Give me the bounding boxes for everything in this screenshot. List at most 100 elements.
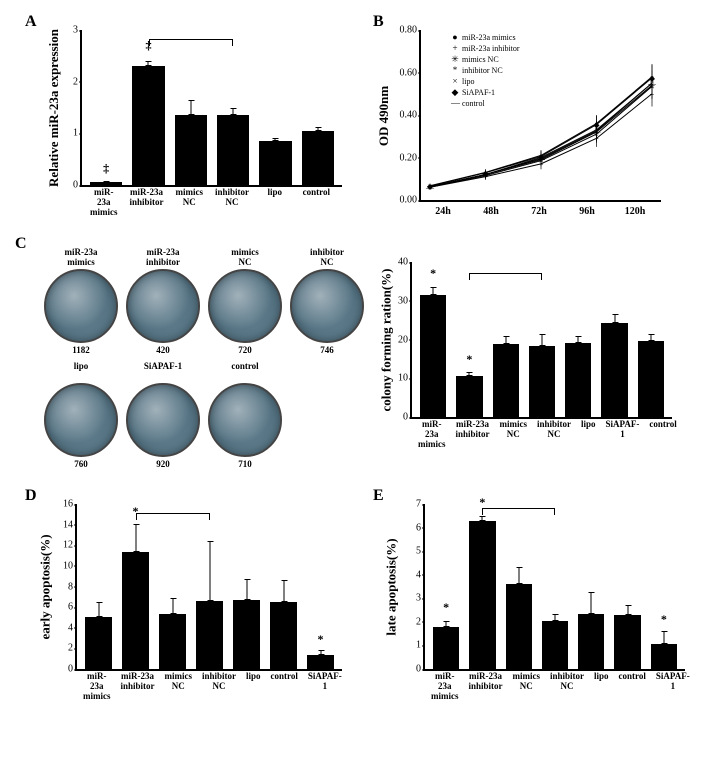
xtick: mimicsNC: [165, 671, 193, 701]
plate-label: inhibitorNC: [286, 247, 368, 267]
bar-col: [270, 602, 297, 669]
xtick: miR-23ainhibitor: [121, 671, 155, 701]
sig-mark: *: [318, 632, 324, 647]
plate-count: 1182: [40, 345, 122, 355]
ytick: 30: [398, 295, 408, 306]
ytick: 10: [63, 560, 73, 571]
bar-col: [217, 115, 249, 185]
panel-C-label: C: [15, 235, 27, 253]
bar: [578, 614, 604, 669]
sig-mark: *: [466, 352, 472, 367]
xtick: 96h: [563, 206, 611, 217]
panel-C: C miR-23amimics1182miR-23ainhibitor420mi…: [15, 237, 693, 469]
plate-item: lipo 760: [40, 361, 122, 469]
ytick: 0: [403, 412, 408, 423]
xtick: lipo: [581, 419, 596, 449]
xtick: control: [301, 187, 333, 217]
bar-col: [506, 584, 532, 669]
bar-col: [433, 627, 459, 669]
plate-image: [126, 383, 200, 457]
xtick: inhibitorNC: [550, 671, 584, 701]
ytick: 4: [68, 622, 73, 633]
bar: [469, 521, 495, 670]
ytick: 4: [416, 569, 421, 580]
row-2: C miR-23amimics1182miR-23ainhibitor420mi…: [15, 237, 693, 469]
bar-col: [529, 346, 555, 417]
ytick: 0: [416, 664, 421, 675]
bar: [175, 115, 207, 185]
plate-count: 760: [40, 459, 122, 469]
plate-count: 710: [204, 459, 286, 469]
bar: [233, 600, 260, 669]
panel-C-chart-ylabel: colony forming ration(%): [378, 269, 394, 412]
figure: A Relative miR-23a expression 0123‡‡ miR…: [15, 15, 693, 701]
panel-C-chart: 010203040**: [410, 262, 672, 419]
panel-B-ylabel: OD 490nm: [376, 86, 392, 146]
plate-count: 720: [204, 345, 286, 355]
ytick: 1: [416, 640, 421, 651]
panel-B-xticks: 24h48h72h96h120h: [419, 202, 659, 217]
xtick: SiAPAF-1: [606, 419, 640, 449]
sig-mark: *: [443, 600, 449, 615]
panel-E: E late apoptosis(%) 01234567*** miR-23am…: [373, 489, 693, 701]
panel-D-xticks: miR-23amimicsmiR-23ainhibitormimicsNCinh…: [75, 671, 340, 701]
bar: [132, 66, 164, 185]
sig-mark: *: [661, 612, 667, 627]
ytick: 3: [73, 25, 78, 36]
panel-B: B OD 490nm ●miR-23a mimics+miR-23a inhib…: [373, 15, 693, 217]
panel-A-chart: 0123‡‡: [80, 30, 342, 187]
bar: [307, 655, 334, 669]
bar: [638, 341, 664, 417]
bar-col: [307, 655, 334, 669]
ytick: 16: [63, 499, 73, 510]
panel-E-ylabel: late apoptosis(%): [384, 538, 400, 635]
xtick: 48h: [467, 206, 515, 217]
plate-label: lipo: [40, 361, 122, 381]
bar-col: [122, 552, 149, 669]
ytick: 0.80: [400, 25, 418, 36]
bar: [85, 617, 112, 669]
bar: [302, 131, 334, 185]
xtick: miR-23amimics: [83, 671, 111, 701]
xtick: miR-23ainhibitor: [469, 671, 503, 701]
row-1: A Relative miR-23a expression 0123‡‡ miR…: [15, 15, 693, 217]
ytick: 8: [68, 581, 73, 592]
ytick: 2: [73, 76, 78, 87]
panel-A-xticks: miR-23amimicsmiR-23ainhibitormimicsNCinh…: [80, 187, 340, 217]
panel-D-chart: 0246810121416**: [75, 504, 342, 671]
plate-label: miR-23ainhibitor: [122, 247, 204, 267]
bar-col: [233, 600, 260, 669]
panel-D: D early apoptosis(%) 0246810121416** miR…: [25, 489, 365, 701]
plate-label: mimicsNC: [204, 247, 286, 267]
ytick: 10: [398, 373, 408, 384]
plate-label: miR-23amimics: [40, 247, 122, 267]
bar-col: [90, 182, 122, 185]
bar-col: [578, 614, 604, 669]
plate-item: control710: [204, 361, 286, 469]
plate-item: SiAPAF-1920: [122, 361, 204, 469]
ytick: 0.00: [400, 195, 418, 206]
ytick: 5: [416, 546, 421, 557]
row-3: D early apoptosis(%) 0246810121416** miR…: [15, 489, 693, 701]
sig-mark: *: [430, 266, 436, 281]
xtick: 24h: [419, 206, 467, 217]
bracket: [149, 39, 234, 40]
bar-col: [601, 323, 627, 417]
xtick: lipo: [259, 187, 291, 217]
bar-col: [85, 617, 112, 669]
ytick: 20: [398, 334, 408, 345]
bar: [614, 615, 640, 669]
ytick: 2: [416, 616, 421, 627]
panel-A: A Relative miR-23a expression 0123‡‡ miR…: [25, 15, 365, 217]
xtick: 72h: [515, 206, 563, 217]
plate-image: [208, 269, 282, 343]
ytick: 12: [63, 540, 73, 551]
xtick: mimicsNC: [174, 187, 206, 217]
bar-col: [132, 66, 164, 185]
ytick: 6: [416, 522, 421, 533]
bar: [122, 552, 149, 669]
bar-col: [175, 115, 207, 185]
bar-col: [638, 341, 664, 417]
ytick: 0: [68, 664, 73, 675]
xtick: lipo: [594, 671, 609, 701]
